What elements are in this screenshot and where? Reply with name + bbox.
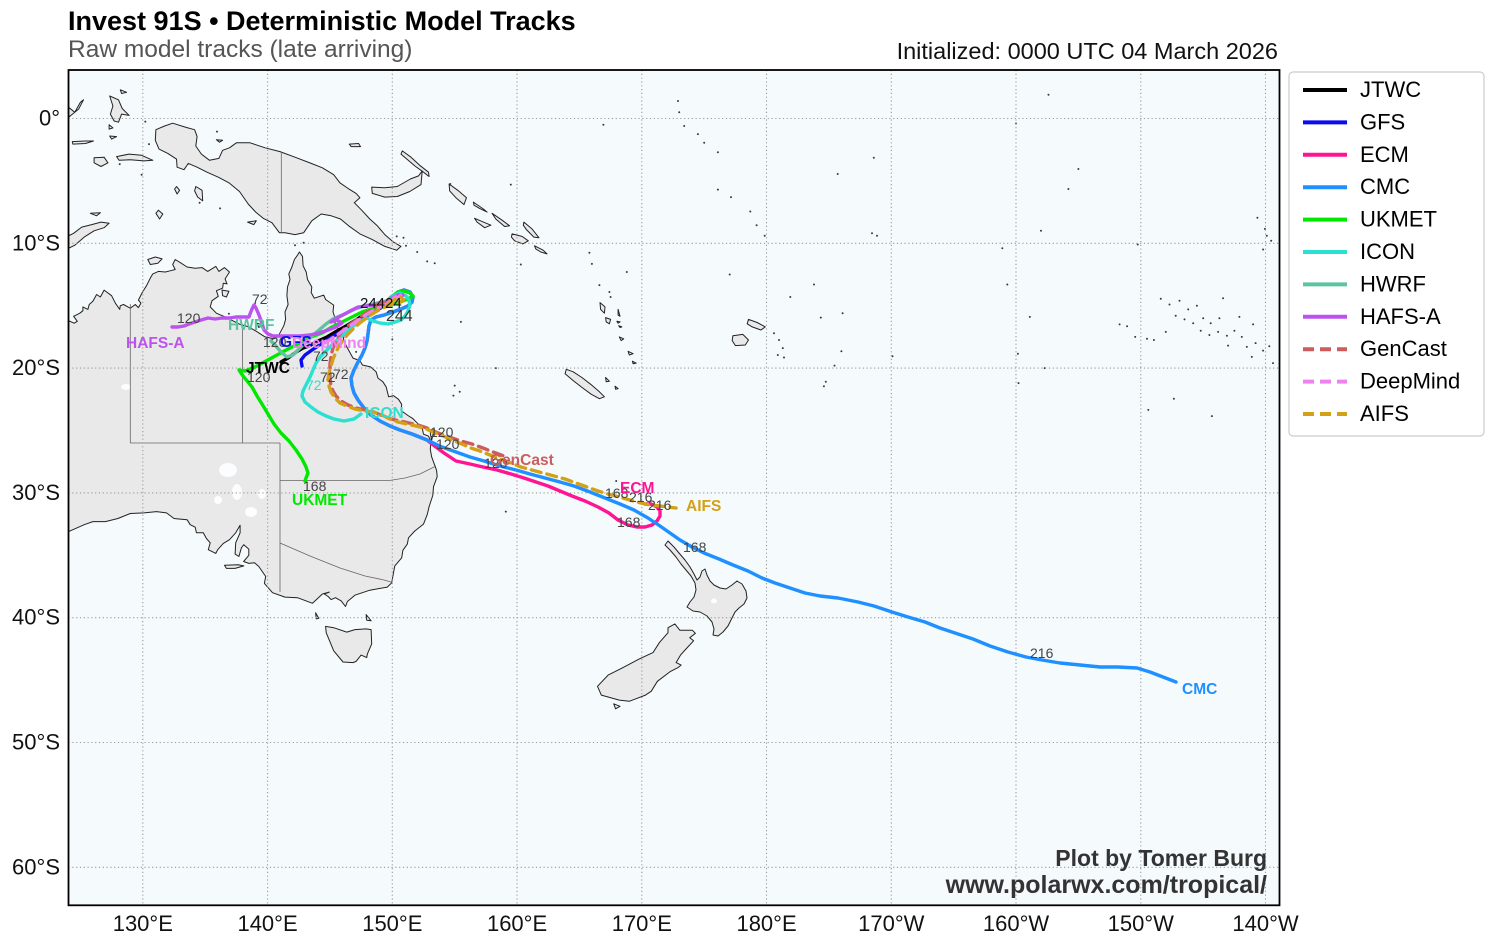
svg-text:Initialized: 0000 UTC 04 March: Initialized: 0000 UTC 04 March 2026 — [897, 38, 1278, 64]
svg-text:72: 72 — [306, 377, 322, 393]
svg-text:150°W: 150°W — [1108, 911, 1175, 936]
svg-text:UKMET: UKMET — [292, 492, 348, 509]
svg-text:AIFS: AIFS — [1360, 401, 1409, 426]
svg-text:DeepMind: DeepMind — [292, 335, 366, 352]
svg-text:170°W: 170°W — [858, 911, 925, 936]
svg-text:168: 168 — [303, 478, 327, 494]
svg-text:ICON: ICON — [365, 405, 404, 422]
svg-text:140°E: 140°E — [237, 911, 297, 936]
svg-text:ECM: ECM — [620, 480, 654, 497]
svg-text:120: 120 — [436, 436, 460, 452]
svg-text:GenCast: GenCast — [490, 452, 554, 469]
svg-text:216: 216 — [648, 497, 672, 513]
svg-text:168: 168 — [617, 514, 641, 530]
svg-text:JTWC: JTWC — [246, 360, 290, 377]
svg-text:120: 120 — [263, 334, 287, 350]
svg-text:180°E: 180°E — [736, 911, 796, 936]
svg-text:HWRF: HWRF — [228, 317, 275, 334]
svg-text:216: 216 — [629, 489, 653, 505]
svg-text:72: 72 — [320, 369, 336, 385]
svg-text:40°S: 40°S — [12, 605, 60, 630]
svg-text:72: 72 — [252, 291, 268, 307]
svg-text:UKMET: UKMET — [1360, 207, 1437, 232]
svg-text:130°E: 130°E — [113, 911, 173, 936]
svg-text:GFS: GFS — [1360, 109, 1405, 134]
svg-text:60°S: 60°S — [12, 854, 60, 879]
svg-text:160°E: 160°E — [487, 911, 547, 936]
svg-text:30°S: 30°S — [12, 480, 60, 505]
svg-text:AIFS: AIFS — [686, 498, 721, 515]
svg-text:10°S: 10°S — [12, 230, 60, 255]
svg-text:ECM: ECM — [1360, 142, 1409, 167]
svg-text:150°E: 150°E — [362, 911, 422, 936]
svg-text:Plot by Tomer Burg: Plot by Tomer Burg — [1055, 845, 1267, 871]
svg-text:ICON: ICON — [1360, 239, 1415, 264]
svg-text:www.polarwx.com/tropical/: www.polarwx.com/tropical/ — [945, 871, 1267, 899]
svg-text:CMC: CMC — [1182, 681, 1217, 698]
svg-text:20°S: 20°S — [12, 355, 60, 380]
svg-text:GenCast: GenCast — [1360, 336, 1447, 361]
svg-text:72: 72 — [333, 366, 349, 382]
svg-text:GFS: GFS — [280, 334, 312, 351]
svg-text:HWRF: HWRF — [1360, 271, 1426, 296]
svg-text:120: 120 — [484, 455, 508, 471]
svg-text:Invest 91S • Deterministic Mod: Invest 91S • Deterministic Model Tracks — [68, 6, 576, 36]
svg-text:216: 216 — [1030, 645, 1054, 661]
svg-text:JTWC: JTWC — [1360, 77, 1421, 102]
svg-text:HAFS-A: HAFS-A — [126, 335, 185, 352]
svg-text:244: 244 — [386, 308, 413, 325]
svg-text:140°W: 140°W — [1232, 911, 1299, 936]
svg-text:24424: 24424 — [360, 295, 402, 312]
svg-text:0°: 0° — [39, 106, 60, 131]
svg-text:160°W: 160°W — [983, 911, 1050, 936]
svg-text:120: 120 — [430, 424, 454, 440]
svg-text:Raw model tracks (late arrivin: Raw model tracks (late arriving) — [68, 36, 412, 63]
svg-text:DeepMind: DeepMind — [1360, 369, 1460, 394]
svg-text:120: 120 — [177, 310, 201, 326]
svg-text:170°E: 170°E — [612, 911, 672, 936]
svg-text:CMC: CMC — [1360, 174, 1410, 199]
svg-text:50°S: 50°S — [12, 730, 60, 755]
svg-text:120: 120 — [247, 369, 271, 385]
svg-text:168: 168 — [605, 485, 629, 501]
svg-text:72: 72 — [313, 348, 329, 364]
svg-text:168: 168 — [683, 539, 707, 555]
svg-text:HAFS-A: HAFS-A — [1360, 304, 1441, 329]
